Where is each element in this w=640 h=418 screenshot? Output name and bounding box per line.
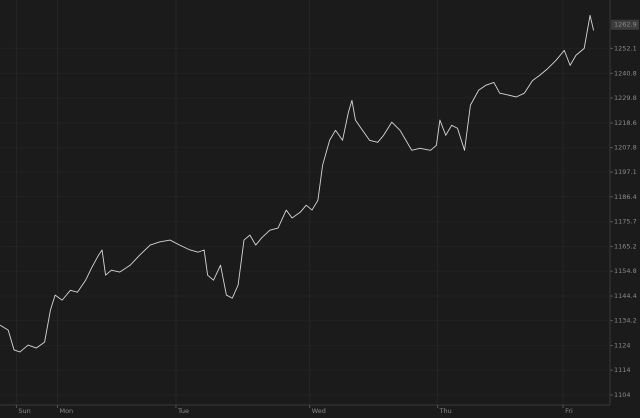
x-tick-label: Fri [565, 407, 573, 415]
y-tick-label: 1114 [614, 366, 631, 374]
y-tick-label: 1144.4 [614, 292, 637, 300]
y-tick-label: 1240.8 [614, 69, 637, 77]
y-tick-label: 1218.6 [614, 119, 637, 127]
price-line [0, 14, 595, 353]
x-tick-label: Sun [18, 407, 30, 415]
y-tick-label: 1134.2 [614, 317, 637, 325]
y-tick-label: 1207.8 [614, 144, 637, 152]
x-tick-label: Mon [59, 407, 73, 415]
last-price-box [611, 19, 639, 30]
x-tick-label: Wed [312, 407, 326, 415]
x-tick-label: Thu [439, 407, 452, 415]
y-tick-label: 1229.8 [614, 94, 637, 102]
y-tick-label: 1165.2 [614, 242, 637, 250]
y-tick-label: 1154.8 [614, 267, 637, 275]
y-tick-label: 1175.7 [614, 218, 637, 226]
y-tick-label: 1197.1 [614, 168, 637, 176]
y-tick-label: 1124 [614, 342, 631, 350]
x-tick-label: Tue [177, 407, 189, 415]
y-tick-label: 1252.1 [614, 44, 637, 52]
y-tick-label: 1186.4 [614, 193, 637, 201]
y-tick-label: 1104 [614, 391, 631, 399]
last-price-label: 1262.9 [614, 21, 637, 29]
